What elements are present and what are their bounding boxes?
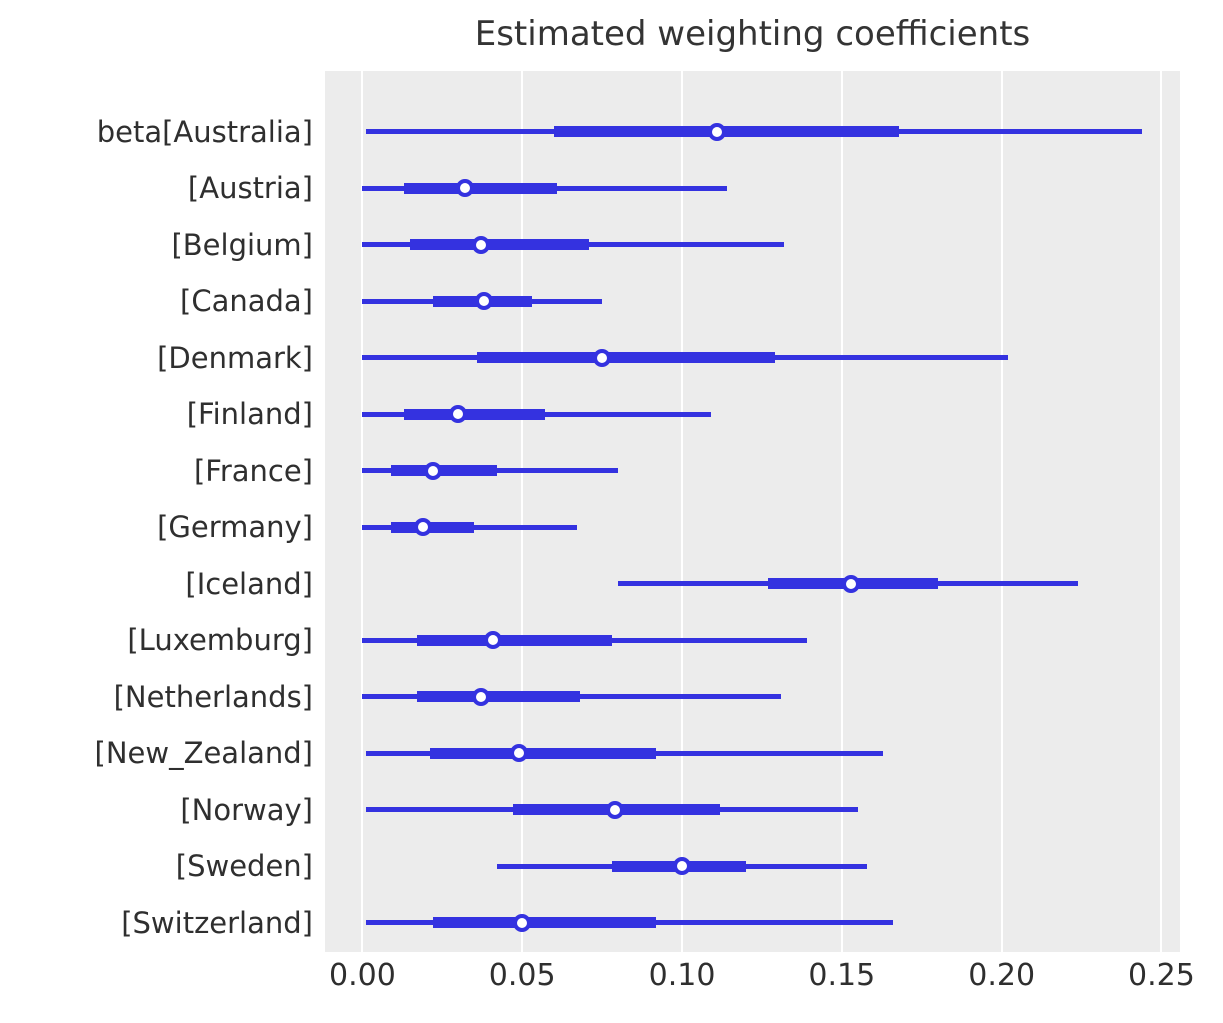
gridline	[1000, 71, 1003, 952]
median-marker	[708, 122, 727, 141]
y-tick-label: [New_Zealand]	[94, 736, 313, 770]
median-marker	[673, 857, 692, 875]
y-tick-label: [Germany]	[157, 510, 313, 544]
y-tick-label: [Iceland]	[185, 566, 313, 601]
y-tick-label: [Austria]	[187, 171, 313, 205]
x-tick-label: 0.00	[328, 958, 396, 993]
x-tick-label: 0.25	[1128, 958, 1195, 993]
y-tick-label: [Sweden]	[175, 849, 313, 883]
x-tick-label: 0.15	[808, 958, 876, 993]
iqr-line	[391, 521, 475, 533]
x-tick-label: 0.10	[648, 958, 716, 993]
iqr-line	[416, 634, 612, 646]
iqr-line	[477, 352, 775, 363]
median-marker	[484, 631, 503, 649]
plot-area	[325, 71, 1180, 952]
iqr-line	[403, 408, 545, 420]
y-tick-label: [Luxemburg]	[127, 623, 313, 657]
iqr-line	[410, 239, 590, 250]
median-marker	[455, 179, 474, 197]
median-marker	[593, 348, 612, 367]
median-marker	[414, 518, 433, 536]
gridline	[1160, 71, 1163, 952]
y-tick-label: beta[Australia]	[96, 114, 313, 149]
y-tick-label: [Belgium]	[171, 227, 313, 262]
gridline	[681, 71, 684, 952]
iqr-line	[416, 691, 580, 702]
median-marker	[471, 235, 490, 254]
y-tick-label: [France]	[193, 453, 313, 488]
median-marker	[842, 574, 861, 593]
median-marker	[605, 800, 624, 819]
y-tick-label: [Finland]	[186, 397, 313, 431]
y-tick-label: [Norway]	[180, 792, 313, 827]
gridline	[361, 71, 364, 952]
median-marker	[510, 744, 528, 762]
median-marker	[471, 687, 490, 706]
x-tick-label: 0.05	[488, 958, 556, 993]
y-tick-label: [Denmark]	[157, 340, 313, 375]
iqr-line	[391, 465, 497, 476]
median-marker	[474, 292, 493, 310]
gridline	[521, 71, 524, 952]
iqr-line	[554, 126, 900, 137]
iqr-line	[429, 747, 657, 759]
median-marker	[423, 461, 442, 480]
y-tick-label: [Switzerland]	[121, 905, 313, 940]
x-tick-label: 0.20	[968, 958, 1036, 993]
iqr-line	[432, 917, 657, 928]
median-marker	[513, 913, 532, 932]
iqr-line	[403, 182, 558, 194]
median-marker	[449, 405, 468, 423]
y-tick-label: [Netherlands]	[113, 679, 313, 714]
y-tick-label: [Canada]	[180, 284, 313, 318]
chart-title: Estimated weighting coefficients	[474, 14, 1031, 54]
gridline	[840, 71, 843, 952]
